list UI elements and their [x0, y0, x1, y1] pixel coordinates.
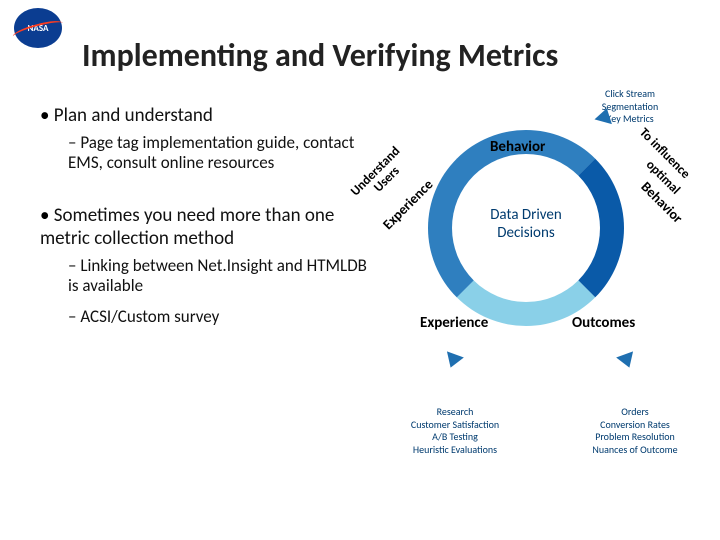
center-line1: Data Driven [490, 206, 562, 224]
outcomes-label: Outcomes [572, 314, 635, 332]
bl-l3: A/B Testing [380, 431, 530, 444]
bl-l4: Heuristic Evaluations [380, 444, 530, 457]
bottom-left-box: Research Customer Satisfaction A/B Testi… [380, 406, 530, 456]
bullet-list: Plan and understand Page tag implementat… [40, 104, 380, 337]
bullet-2: Sometimes you need more than one metric … [40, 204, 380, 250]
bullet-2-sub-2: ACSI/Custom survey [68, 307, 380, 327]
br-l1: Orders [560, 406, 710, 419]
circular-diagram: Behavior Experience Outcomes Data Driven… [360, 98, 710, 518]
arrow-down-right [616, 351, 638, 370]
center-text: Data Driven Decisions [466, 206, 586, 242]
top-box-l1: Click Stream [555, 88, 705, 101]
bullet-2-sub-1: Linking between Net.Insight and HTMLDB i… [68, 256, 380, 297]
logo-text: NASA [28, 23, 49, 34]
nasa-logo: NASA [14, 8, 62, 48]
bl-l1: Research [380, 406, 530, 419]
behavior-label: Behavior [490, 138, 545, 156]
top-box: Click Stream Segmentation Key Metrics [555, 88, 705, 126]
bullet-1: Plan and understand [40, 104, 380, 127]
bullet-1-sub-1: Page tag implementation guide, contact E… [68, 133, 380, 174]
bottom-right-box: Orders Conversion Rates Problem Resoluti… [560, 406, 710, 456]
top-box-l3: Key Metrics [555, 113, 705, 126]
br-l3: Problem Resolution [560, 431, 710, 444]
center-line2: Decisions [497, 224, 554, 242]
slide-title: Implementing and Verifying Metrics [82, 36, 558, 75]
arrow-down-left [442, 351, 464, 370]
experience-label: Experience [420, 314, 488, 332]
br-l4: Nuances of Outcome [560, 444, 710, 457]
